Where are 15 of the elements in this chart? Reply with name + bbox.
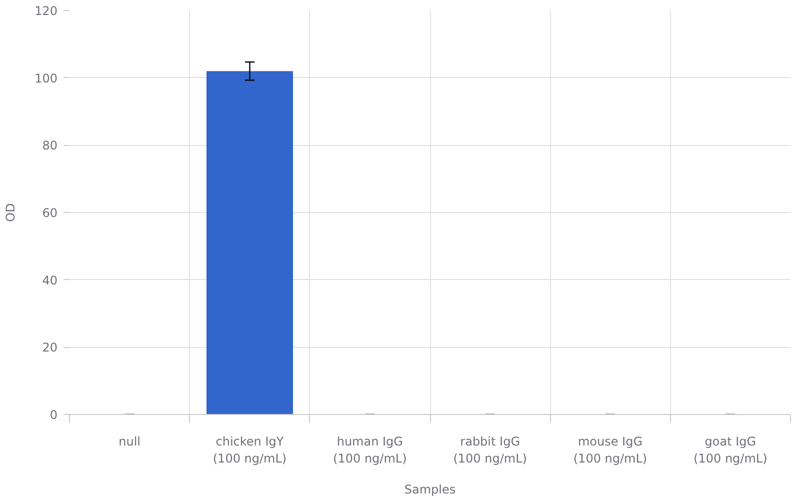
x-tick-label: human IgG (100 ng/mL): [333, 434, 407, 466]
x-tick-label: goat IgG (100 ng/mL): [694, 434, 768, 466]
x-tick-label: mouse IgG (100 ng/mL): [573, 434, 648, 466]
y-tick-label: 120: [34, 4, 58, 18]
y-tick-label: 100: [34, 71, 58, 86]
y-tick-label: 20: [42, 340, 58, 355]
x-tick-label: chicken IgY (100 ng/mL): [212, 434, 287, 466]
y-tick-label: 40: [42, 273, 58, 288]
x-axis-title: Samples: [404, 482, 456, 496]
y-tick-label: 0: [50, 408, 58, 422]
y-axis-title: OD: [4, 203, 18, 222]
y-tick-label: 60: [42, 206, 58, 220]
x-tick-label: rabbit IgG (100 ng/mL): [453, 434, 527, 466]
x-tick-label: null: [118, 434, 141, 448]
y-tick-label: 80: [42, 138, 58, 153]
